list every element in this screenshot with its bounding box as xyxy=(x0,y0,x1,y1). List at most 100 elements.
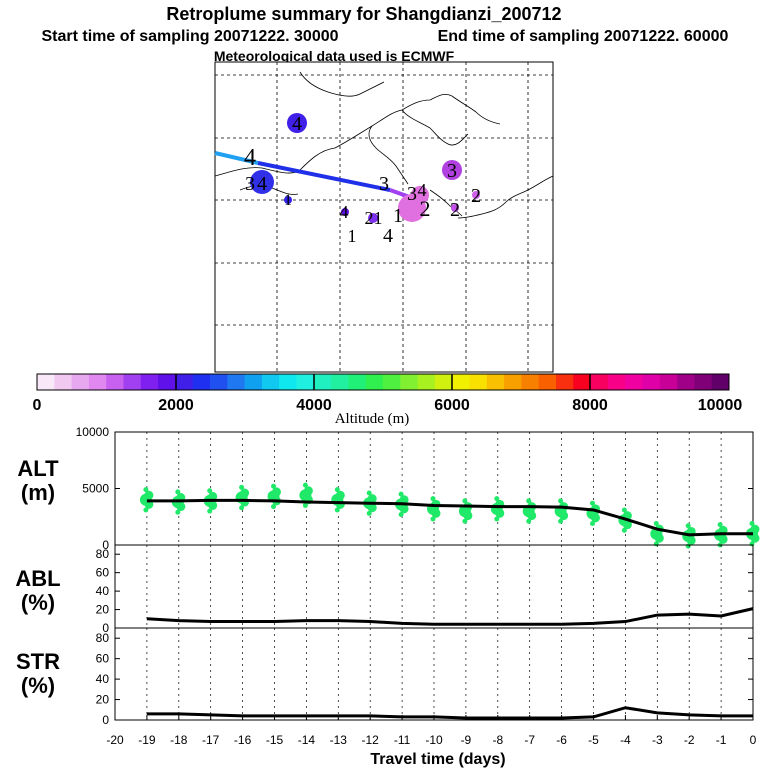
colorbar-tick: 0 xyxy=(33,397,42,414)
colorbar-swatch xyxy=(88,374,107,390)
x-tick-label: -1 xyxy=(716,733,727,747)
colorbar-tick: 10000 xyxy=(698,397,743,414)
altitude-colorbar xyxy=(36,373,730,391)
colorbar-label: Altitude (m) xyxy=(335,411,410,427)
altitude-point xyxy=(207,488,213,494)
colorbar-tick: 8000 xyxy=(572,397,608,414)
altitude-point xyxy=(175,489,181,495)
altitude-point xyxy=(590,521,595,527)
cluster-label: 4 xyxy=(244,145,256,171)
colorbar-swatch xyxy=(434,374,453,390)
altitude-point xyxy=(430,516,436,522)
x-tick-label: -14 xyxy=(298,733,316,747)
altitude-point xyxy=(462,498,468,504)
altitude-point xyxy=(494,496,500,502)
altitude-point xyxy=(494,516,500,522)
str-panel-unit: (%) xyxy=(21,673,55,698)
altitude-point xyxy=(653,521,659,527)
map-coastlines xyxy=(214,71,554,219)
x-tick-label: 0 xyxy=(750,733,757,747)
colorbar-swatch xyxy=(452,374,470,390)
cluster-circle xyxy=(411,186,429,204)
cluster-label: 2 xyxy=(450,199,460,221)
colorbar-ticks: 0 2000 4000 6000 8000 10000 xyxy=(33,397,743,414)
trajectory-map: 4 4 3 4 3 2 2 1 4 2 1 1 4 1 3 2 3 4 xyxy=(214,61,554,373)
start-time-label: Start time of sampling 20071222. 30000 xyxy=(41,28,338,45)
colorbar-swatch xyxy=(331,374,349,390)
cluster-label: 1 xyxy=(374,208,383,228)
met-data-label: Meteorological data used is ECMWF xyxy=(214,48,455,64)
colorbar-swatch xyxy=(296,374,315,390)
x-tick-label: -4 xyxy=(620,733,631,747)
x-tick-label: -7 xyxy=(524,733,535,747)
colorbar-swatch xyxy=(158,374,176,390)
altitude-point xyxy=(144,490,154,500)
x-tick-label: -17 xyxy=(202,733,220,747)
y-tick-label: 60 xyxy=(96,652,110,666)
cluster-label: 1 xyxy=(348,226,357,246)
colorbar-swatch xyxy=(400,374,419,390)
cluster-label: 2 xyxy=(365,208,374,228)
cluster-label: 3 xyxy=(245,173,255,195)
colorbar-swatch xyxy=(192,374,211,390)
y-tick-label: 0 xyxy=(102,538,109,552)
altitude-point xyxy=(271,483,276,489)
y-tick-label: 10000 xyxy=(76,425,110,439)
altitude-point xyxy=(430,496,436,502)
colorbar-swatch xyxy=(659,374,678,390)
colorbar-swatch xyxy=(417,374,436,390)
y-tick-label: 20 xyxy=(96,693,110,707)
alt-panel-title: ALT xyxy=(17,456,59,481)
x-tick-label: -2 xyxy=(684,733,695,747)
y-tick-label: 40 xyxy=(96,672,110,686)
cluster-label: 4 xyxy=(418,180,427,200)
colorbar-swatch xyxy=(348,374,367,390)
y-tick-label: 80 xyxy=(96,547,110,561)
altitude-point xyxy=(207,508,213,514)
altitude-point xyxy=(685,523,691,529)
colorbar-swatch xyxy=(383,374,401,390)
figure-title: Retroplume summary for Shangdianzi_20071… xyxy=(166,4,561,24)
colorbar-swatch xyxy=(37,374,55,390)
altitude-point xyxy=(302,502,308,508)
altitude-point xyxy=(239,484,245,490)
cluster-label: 1 xyxy=(284,192,292,209)
altitude-point xyxy=(462,518,468,524)
colorbar-swatch xyxy=(469,374,488,390)
cluster-label: 3 xyxy=(379,173,389,195)
altitude-point xyxy=(271,504,276,510)
trajectory-segment-high xyxy=(214,151,259,165)
colorbar-swatch xyxy=(54,374,73,390)
altitude-point xyxy=(558,518,564,524)
y-tick-label: 20 xyxy=(96,603,110,617)
x-tick-label: -12 xyxy=(362,733,380,747)
altitude-point xyxy=(717,522,723,528)
colorbar-swatch xyxy=(607,374,626,390)
map-frame xyxy=(214,61,554,373)
altitude-point xyxy=(143,487,149,493)
colorbar-swatch xyxy=(625,374,643,390)
colorbar-tick: 2000 xyxy=(158,397,194,414)
altitude-point xyxy=(240,488,250,498)
colorbar-swatch xyxy=(694,374,713,390)
colorbar-swatch xyxy=(227,374,246,390)
altitude-point xyxy=(334,487,340,493)
colorbar-swatch xyxy=(677,374,695,390)
abl-panel-title: ABL xyxy=(15,566,60,591)
altitude-point xyxy=(399,495,409,505)
altitude-point xyxy=(143,507,149,513)
colorbar-swatch xyxy=(504,374,522,390)
altitude-mean-line xyxy=(146,498,753,537)
colorbar-swatch xyxy=(711,374,730,390)
colorbar-swatch xyxy=(71,374,90,390)
x-tick-label: -11 xyxy=(394,733,411,747)
cluster-circle xyxy=(284,196,292,204)
altitude-point xyxy=(558,498,564,504)
cluster-label: 3 xyxy=(447,160,457,182)
altitude-point xyxy=(621,527,627,533)
colorbar-frame xyxy=(36,373,730,391)
abl-panel-unit: (%) xyxy=(21,590,55,615)
altitude-point xyxy=(302,482,308,488)
y-tick-label: 40 xyxy=(96,584,110,598)
